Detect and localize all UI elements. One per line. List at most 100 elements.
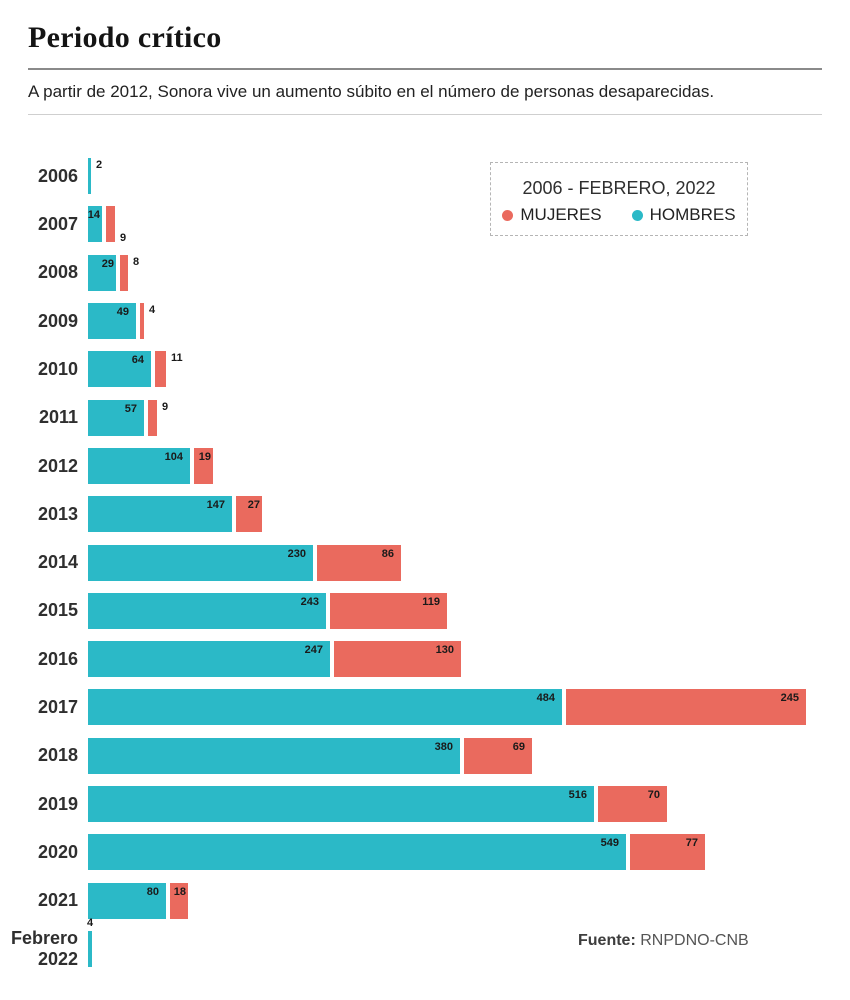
mujeres-bar: 27: [236, 496, 262, 533]
hombres-bar: 80: [88, 882, 166, 919]
legend-label-hombres: HOMBRES: [649, 205, 736, 224]
bar-chart: 2006 2 2007 14 9 2008 29 8 2009 49 4 2010 64 11 2011 57…: [0, 152, 850, 973]
year-label: 2021: [37, 890, 78, 911]
source-value: RNPDNO-CNB: [640, 932, 749, 949]
mujeres-bar: 19: [194, 447, 213, 484]
mujeres-bar: 9: [106, 206, 126, 244]
bar-group: 80 18: [88, 882, 188, 919]
mujeres-value-label: 119: [422, 595, 440, 608]
year-label: 2007: [37, 214, 78, 235]
hombres-value-label: 484: [536, 692, 555, 705]
mujeres-value-label: 19: [198, 450, 211, 463]
mujeres-value-label: 9: [162, 400, 169, 413]
divider-bottom: [28, 114, 822, 116]
hombres-bar: 147: [88, 496, 232, 533]
hombres-bar: 57: [88, 399, 144, 436]
hombres-bar: 380: [88, 737, 460, 774]
bar-group: 247 130: [88, 641, 461, 678]
divider-top: [28, 68, 822, 70]
hombres-value-label: 380: [434, 740, 453, 753]
year-label: 2020: [37, 841, 78, 862]
year-label: 2018: [37, 745, 78, 766]
mujeres-bar: 77: [630, 834, 705, 871]
hombres-bar: 230: [88, 544, 313, 581]
mujeres-value-label: 77: [685, 837, 698, 850]
hombres-value-label: 549: [600, 837, 619, 850]
hombres-value-label: 2: [96, 159, 103, 172]
chart-row: 2019 516 70: [0, 780, 850, 828]
chart-row: 2007 14 9: [0, 200, 850, 248]
bar-group: 516 70: [88, 786, 667, 822]
mujeres-value-label: 86: [381, 547, 394, 560]
bar-group: 230 86: [88, 544, 401, 581]
hombres-value-label: 247: [304, 644, 323, 657]
legend-label-mujeres: MUJERES: [520, 205, 602, 224]
mujeres-bar: 119: [330, 592, 447, 629]
mujeres-value-label: 245: [780, 692, 799, 705]
bar-group: 4: [87, 917, 93, 967]
chart-row: 2011 57 9: [0, 393, 850, 441]
hombres-bar: 516: [88, 786, 594, 822]
chart-row: 2015 243 119: [0, 587, 850, 635]
mujeres-bar: 8: [120, 254, 139, 291]
year-label: 2012: [37, 455, 78, 476]
legend-item-hombres: HOMBRES: [631, 205, 736, 225]
mujeres-bar: 9: [148, 399, 168, 436]
mujeres-value-label: 9: [120, 232, 127, 245]
chart-row: 2012 104 19: [0, 442, 850, 490]
chart-row: 2009 49 4: [0, 297, 850, 345]
mujeres-bar: 245: [566, 689, 806, 726]
chart-row: 2017 484 245: [0, 683, 850, 731]
hombres-value-label: 80: [146, 885, 159, 898]
bar-group: 14 9: [88, 206, 126, 244]
mujeres-bar: 130: [334, 641, 461, 678]
hombres-bar: 29: [88, 254, 116, 291]
hombres-bar: 64: [88, 351, 151, 388]
bar-group: 57 9: [88, 399, 168, 436]
mujeres-bar: 4: [140, 303, 155, 340]
chart-row: 2010 64 11: [0, 345, 850, 393]
chart-row: 2018 380 69: [0, 732, 850, 780]
bar-group: 2: [88, 158, 102, 195]
chart-row: 2006 2: [0, 152, 850, 200]
chart-row: 2008 29 8: [0, 249, 850, 297]
page-title: Periodo crítico: [28, 21, 222, 54]
header: Periodo crítico A partir de 2012, Sonora…: [0, 20, 850, 116]
hombres-value-label: 147: [206, 499, 225, 512]
mujeres-bar: 18: [170, 882, 188, 919]
hombres-value-label: 57: [124, 402, 137, 415]
year-label: 2010: [37, 358, 78, 379]
year-label: 2019: [37, 793, 78, 814]
mujeres-bar: 70: [598, 786, 667, 822]
bar-group: 64 11: [88, 351, 183, 388]
chart-row: 2016 247 130: [0, 635, 850, 683]
mujeres-value-label: 70: [647, 789, 660, 801]
hombres-dot-icon: [631, 209, 643, 221]
year-label: 2011: [38, 407, 78, 428]
chart-legend: 2006 - FEBRERO, 2022 MUJERES HOMBRES: [490, 162, 748, 236]
bar-group: 147 27: [88, 496, 262, 533]
mujeres-dot-icon: [502, 209, 514, 221]
bar-group: 104 19: [88, 447, 213, 484]
hombres-value-label: 104: [164, 450, 183, 463]
mujeres-bar: 86: [317, 544, 401, 581]
bar-group: 243 119: [88, 592, 447, 629]
hombres-bar: 14: [88, 206, 102, 243]
hombres-bar: 243: [88, 592, 326, 629]
year-label: 2016: [37, 648, 78, 669]
chart-row: 2020 549 77: [0, 828, 850, 876]
year-label: 2014: [37, 552, 78, 573]
mujeres-bar: 11: [155, 351, 183, 388]
hombres-bar: 247: [88, 641, 330, 678]
hombres-value-label: 243: [300, 595, 319, 608]
hombres-bar: 549: [88, 834, 626, 871]
year-label: 2013: [37, 503, 78, 524]
legend-title: 2006 - FEBRERO, 2022: [522, 178, 716, 198]
hombres-bar: 484: [88, 689, 562, 726]
page-subtitle: A partir de 2012, Sonora vive un aumento…: [28, 82, 715, 101]
source-label: Fuente:: [578, 932, 636, 949]
hombres-value-label: 230: [287, 547, 306, 560]
hombres-value-label: 64: [131, 354, 144, 367]
mujeres-value-label: 4: [149, 304, 156, 317]
bar-group: 484 245: [88, 689, 806, 726]
